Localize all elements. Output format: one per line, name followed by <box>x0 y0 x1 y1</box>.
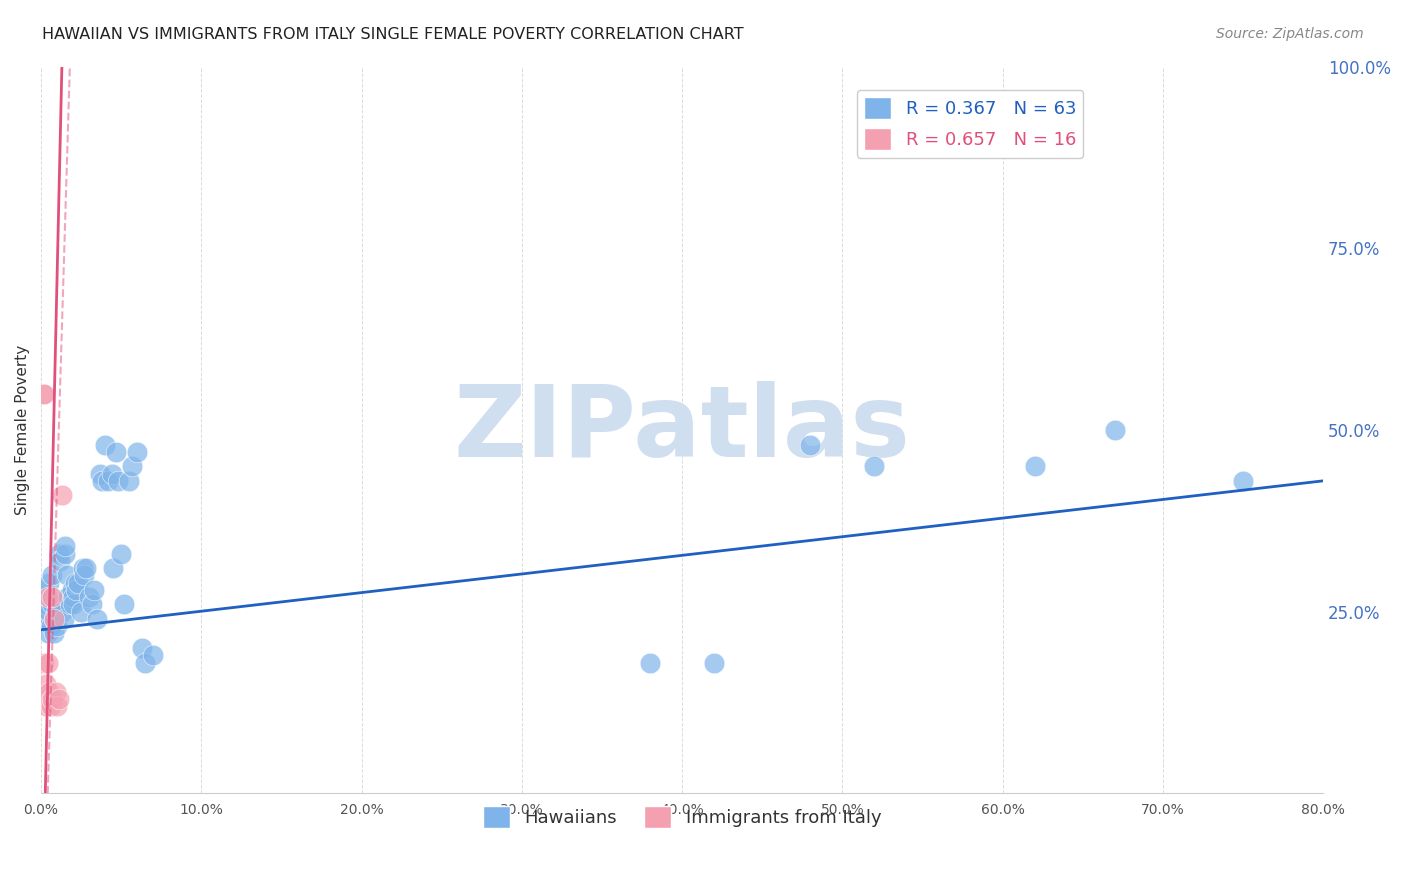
Point <box>44 605 66 619</box>
Point <box>39 619 62 633</box>
Point <box>703 656 725 670</box>
Point <box>35 699 58 714</box>
Point <box>46 699 69 714</box>
Point <box>38 575 60 590</box>
Point <box>63 575 86 590</box>
Point <box>51 488 73 502</box>
Point <box>62 590 84 604</box>
Point <box>121 459 143 474</box>
Point <box>110 547 132 561</box>
Point <box>107 474 129 488</box>
Point <box>75 561 97 575</box>
Point <box>131 640 153 655</box>
Point <box>103 561 125 575</box>
Point <box>48 547 70 561</box>
Point <box>34 656 56 670</box>
Point <box>34 386 56 401</box>
Point <box>53 547 76 561</box>
Point <box>77 590 100 604</box>
Point <box>51 605 73 619</box>
Point <box>31 386 53 401</box>
Point <box>39 699 62 714</box>
Point <box>55 590 77 604</box>
Point <box>59 598 82 612</box>
Point <box>1232 474 1254 488</box>
Point <box>66 575 89 590</box>
Point <box>37 590 59 604</box>
Point <box>42 626 65 640</box>
Point <box>42 612 65 626</box>
Point <box>91 474 114 488</box>
Point <box>38 605 60 619</box>
Point <box>105 444 128 458</box>
Point <box>799 437 821 451</box>
Point <box>65 582 87 597</box>
Point <box>70 605 93 619</box>
Point <box>58 590 80 604</box>
Point <box>41 691 63 706</box>
Legend: Hawaiians, Immigrants from Italy: Hawaiians, Immigrants from Italy <box>475 798 889 835</box>
Text: ZIPatlas: ZIPatlas <box>454 382 911 478</box>
Point <box>638 656 661 670</box>
Point <box>142 648 165 663</box>
Point <box>94 437 117 451</box>
Point <box>82 598 104 612</box>
Point <box>41 598 63 612</box>
Text: HAWAIIAN VS IMMIGRANTS FROM ITALY SINGLE FEMALE POVERTY CORRELATION CHART: HAWAIIAN VS IMMIGRANTS FROM ITALY SINGLE… <box>42 27 744 42</box>
Point <box>863 459 886 474</box>
Point <box>86 612 108 626</box>
Y-axis label: Single Female Poverty: Single Female Poverty <box>15 345 30 515</box>
Point <box>100 467 122 481</box>
Point <box>49 554 72 568</box>
Point <box>35 612 58 626</box>
Point <box>1024 459 1046 474</box>
Point <box>73 568 96 582</box>
Point <box>37 626 59 640</box>
Point <box>35 677 58 691</box>
Point <box>41 590 63 604</box>
Point <box>41 568 63 582</box>
Point <box>97 474 120 488</box>
Point <box>42 612 65 626</box>
Point <box>118 474 141 488</box>
Point <box>53 539 76 553</box>
Point <box>44 684 66 698</box>
Point <box>34 582 56 597</box>
Point <box>1104 423 1126 437</box>
Point <box>134 656 156 670</box>
Point <box>114 598 136 612</box>
Point <box>89 467 111 481</box>
Point <box>127 444 149 458</box>
Point <box>31 590 53 604</box>
Point <box>60 582 83 597</box>
Point <box>38 684 60 698</box>
Point <box>83 582 105 597</box>
Point <box>39 590 62 604</box>
Text: Source: ZipAtlas.com: Source: ZipAtlas.com <box>1216 27 1364 41</box>
Point <box>46 598 69 612</box>
Point <box>37 656 59 670</box>
Point <box>52 612 75 626</box>
Point <box>55 568 77 582</box>
Point <box>46 619 69 633</box>
Point <box>48 691 70 706</box>
Point <box>35 598 58 612</box>
Point <box>62 598 84 612</box>
Point <box>72 561 94 575</box>
